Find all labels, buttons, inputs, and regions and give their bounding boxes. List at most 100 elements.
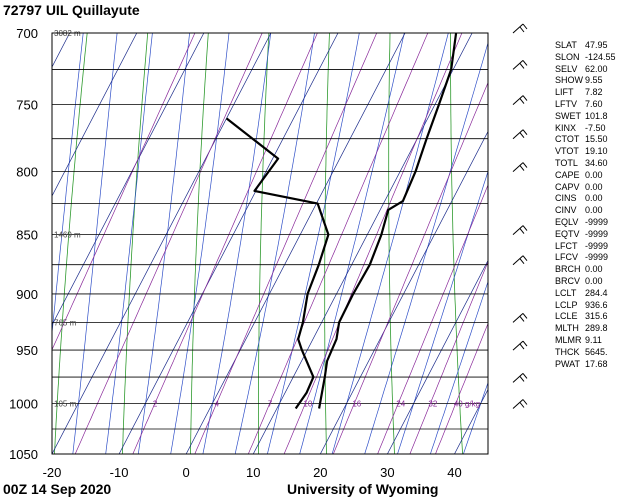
isotherm <box>118 33 339 454</box>
pressure-tick-label: 950 <box>16 343 38 358</box>
index-row: SLAT 47.95 <box>555 40 616 52</box>
index-row: LCLP 936.6 <box>555 300 616 312</box>
index-value: -124.55 <box>585 51 616 62</box>
index-row: SWET 101.8 <box>555 111 616 123</box>
mixing-ratio-line <box>377 184 488 454</box>
index-value: 289.8 <box>585 323 608 334</box>
temperature-tick-label: 40 <box>447 465 461 480</box>
mixing-ratio-line <box>74 33 263 454</box>
wind-barb-staff <box>512 373 524 383</box>
index-row: CINS 0.00 <box>555 193 616 205</box>
dry-adiabat <box>258 33 270 454</box>
index-key: EQLV <box>555 216 579 227</box>
mixing-ratio-line <box>247 33 429 454</box>
index-value: 0.00 <box>585 193 603 204</box>
wind-barb <box>512 129 528 140</box>
isotherm <box>0 33 3 454</box>
wind-barb-feather <box>519 26 525 33</box>
wind-barb <box>512 225 528 235</box>
moist-adiabat <box>397 170 488 454</box>
moist-adiabat <box>170 33 230 454</box>
isotherm <box>52 33 205 326</box>
index-value: 284.4 <box>585 287 608 298</box>
index-row: PWAT 17.68 <box>555 359 616 371</box>
index-value: 15.50 <box>585 134 608 145</box>
wind-barb-feather <box>519 343 525 350</box>
index-key: BRCV <box>555 275 581 286</box>
index-row: LIFT 7.82 <box>555 87 616 99</box>
mixing-ratio-label: 40 g/kg <box>454 399 480 408</box>
index-value: 0.00 <box>585 264 603 275</box>
wind-barb-feather <box>522 399 528 405</box>
wind-barb-feather <box>519 376 525 382</box>
temperature-tick-label: 0 <box>183 465 190 480</box>
moist-adiabat <box>430 280 488 454</box>
index-value: 0.00 <box>585 275 603 286</box>
index-key: SLAT <box>555 40 577 50</box>
dry-adiabat <box>54 33 88 454</box>
wind-barb <box>512 162 528 172</box>
wind-barb-feather <box>522 255 528 262</box>
wind-barb-feather <box>519 402 525 408</box>
index-value: 5645. <box>585 346 608 357</box>
index-row: EQLV -9999 <box>555 217 616 229</box>
index-value: 9.55 <box>585 75 603 86</box>
wind-barb-feather <box>519 258 525 265</box>
index-key: SLON <box>555 51 580 62</box>
mixing-ratio-line <box>332 81 488 454</box>
index-value: 7.82 <box>585 87 603 98</box>
moist-adiabat <box>105 33 153 454</box>
wind-barb-feather <box>519 98 525 104</box>
isotherm <box>52 33 272 454</box>
index-row: TOTL 34.60 <box>555 158 616 170</box>
index-row: CAPE 0.00 <box>555 170 616 182</box>
index-key: PWAT <box>555 358 580 369</box>
mixing-ratio-label: 4 <box>215 399 220 408</box>
temperature-trace <box>318 33 458 409</box>
dry-adiabat <box>122 33 149 454</box>
index-key: CAPV <box>555 181 580 192</box>
height-label: 765 m <box>54 318 77 327</box>
index-value: -9999 <box>585 252 609 263</box>
index-row: LCLT 284.4 <box>555 288 616 300</box>
index-value: 19.10 <box>585 146 608 157</box>
pressure-tick-label: 900 <box>16 287 38 302</box>
index-key: BRCH <box>555 264 581 275</box>
wind-barb-feather <box>522 60 528 66</box>
index-row: SLON -124.55 <box>555 52 616 64</box>
wind-barb <box>512 23 528 34</box>
wind-barb-feather <box>519 63 525 69</box>
wind-barb <box>512 373 528 383</box>
mixing-ratio-line <box>435 322 488 454</box>
wind-barb-staff <box>512 162 524 172</box>
pressure-tick-label: 1050 <box>9 447 38 462</box>
wind-barb-staff <box>512 129 524 140</box>
temperature-tick-label: 20 <box>313 465 327 480</box>
index-key: MLMR <box>555 334 582 345</box>
mixing-ratio-label: 7 <box>268 399 273 408</box>
index-key: MLTH <box>555 323 579 334</box>
index-key: LCLE <box>555 311 578 322</box>
index-key: CINS <box>555 193 577 204</box>
moist-adiabat <box>299 33 405 454</box>
plot-frame <box>51 32 489 455</box>
wind-barb-feather <box>522 129 528 136</box>
wind-barb-feather <box>519 228 525 234</box>
mixing-ratio-label: 32 <box>428 399 437 408</box>
pressure-tick-label: 1000 <box>9 396 38 411</box>
index-row: CINV 0.00 <box>555 205 616 217</box>
pressure-tick-label: 750 <box>16 98 38 113</box>
wind-barb-staff <box>512 340 524 351</box>
index-value: 101.8 <box>585 110 608 121</box>
mixing-ratio-label: 16 <box>352 399 361 408</box>
wind-barb-feather <box>522 373 528 379</box>
wind-barb-feather <box>519 165 525 171</box>
data-source: University of Wyoming <box>287 481 439 497</box>
index-row: THCK 5645. <box>555 347 616 359</box>
wind-barb-feather <box>522 95 528 101</box>
wind-barb-feather <box>522 225 528 231</box>
stability-indices: SLAT 47.95 SLON -124.55 SELV 62.00 SHOW 9.55 LIF… <box>555 40 616 370</box>
index-value: 47.95 <box>585 40 608 50</box>
index-key: THCK <box>555 346 580 357</box>
